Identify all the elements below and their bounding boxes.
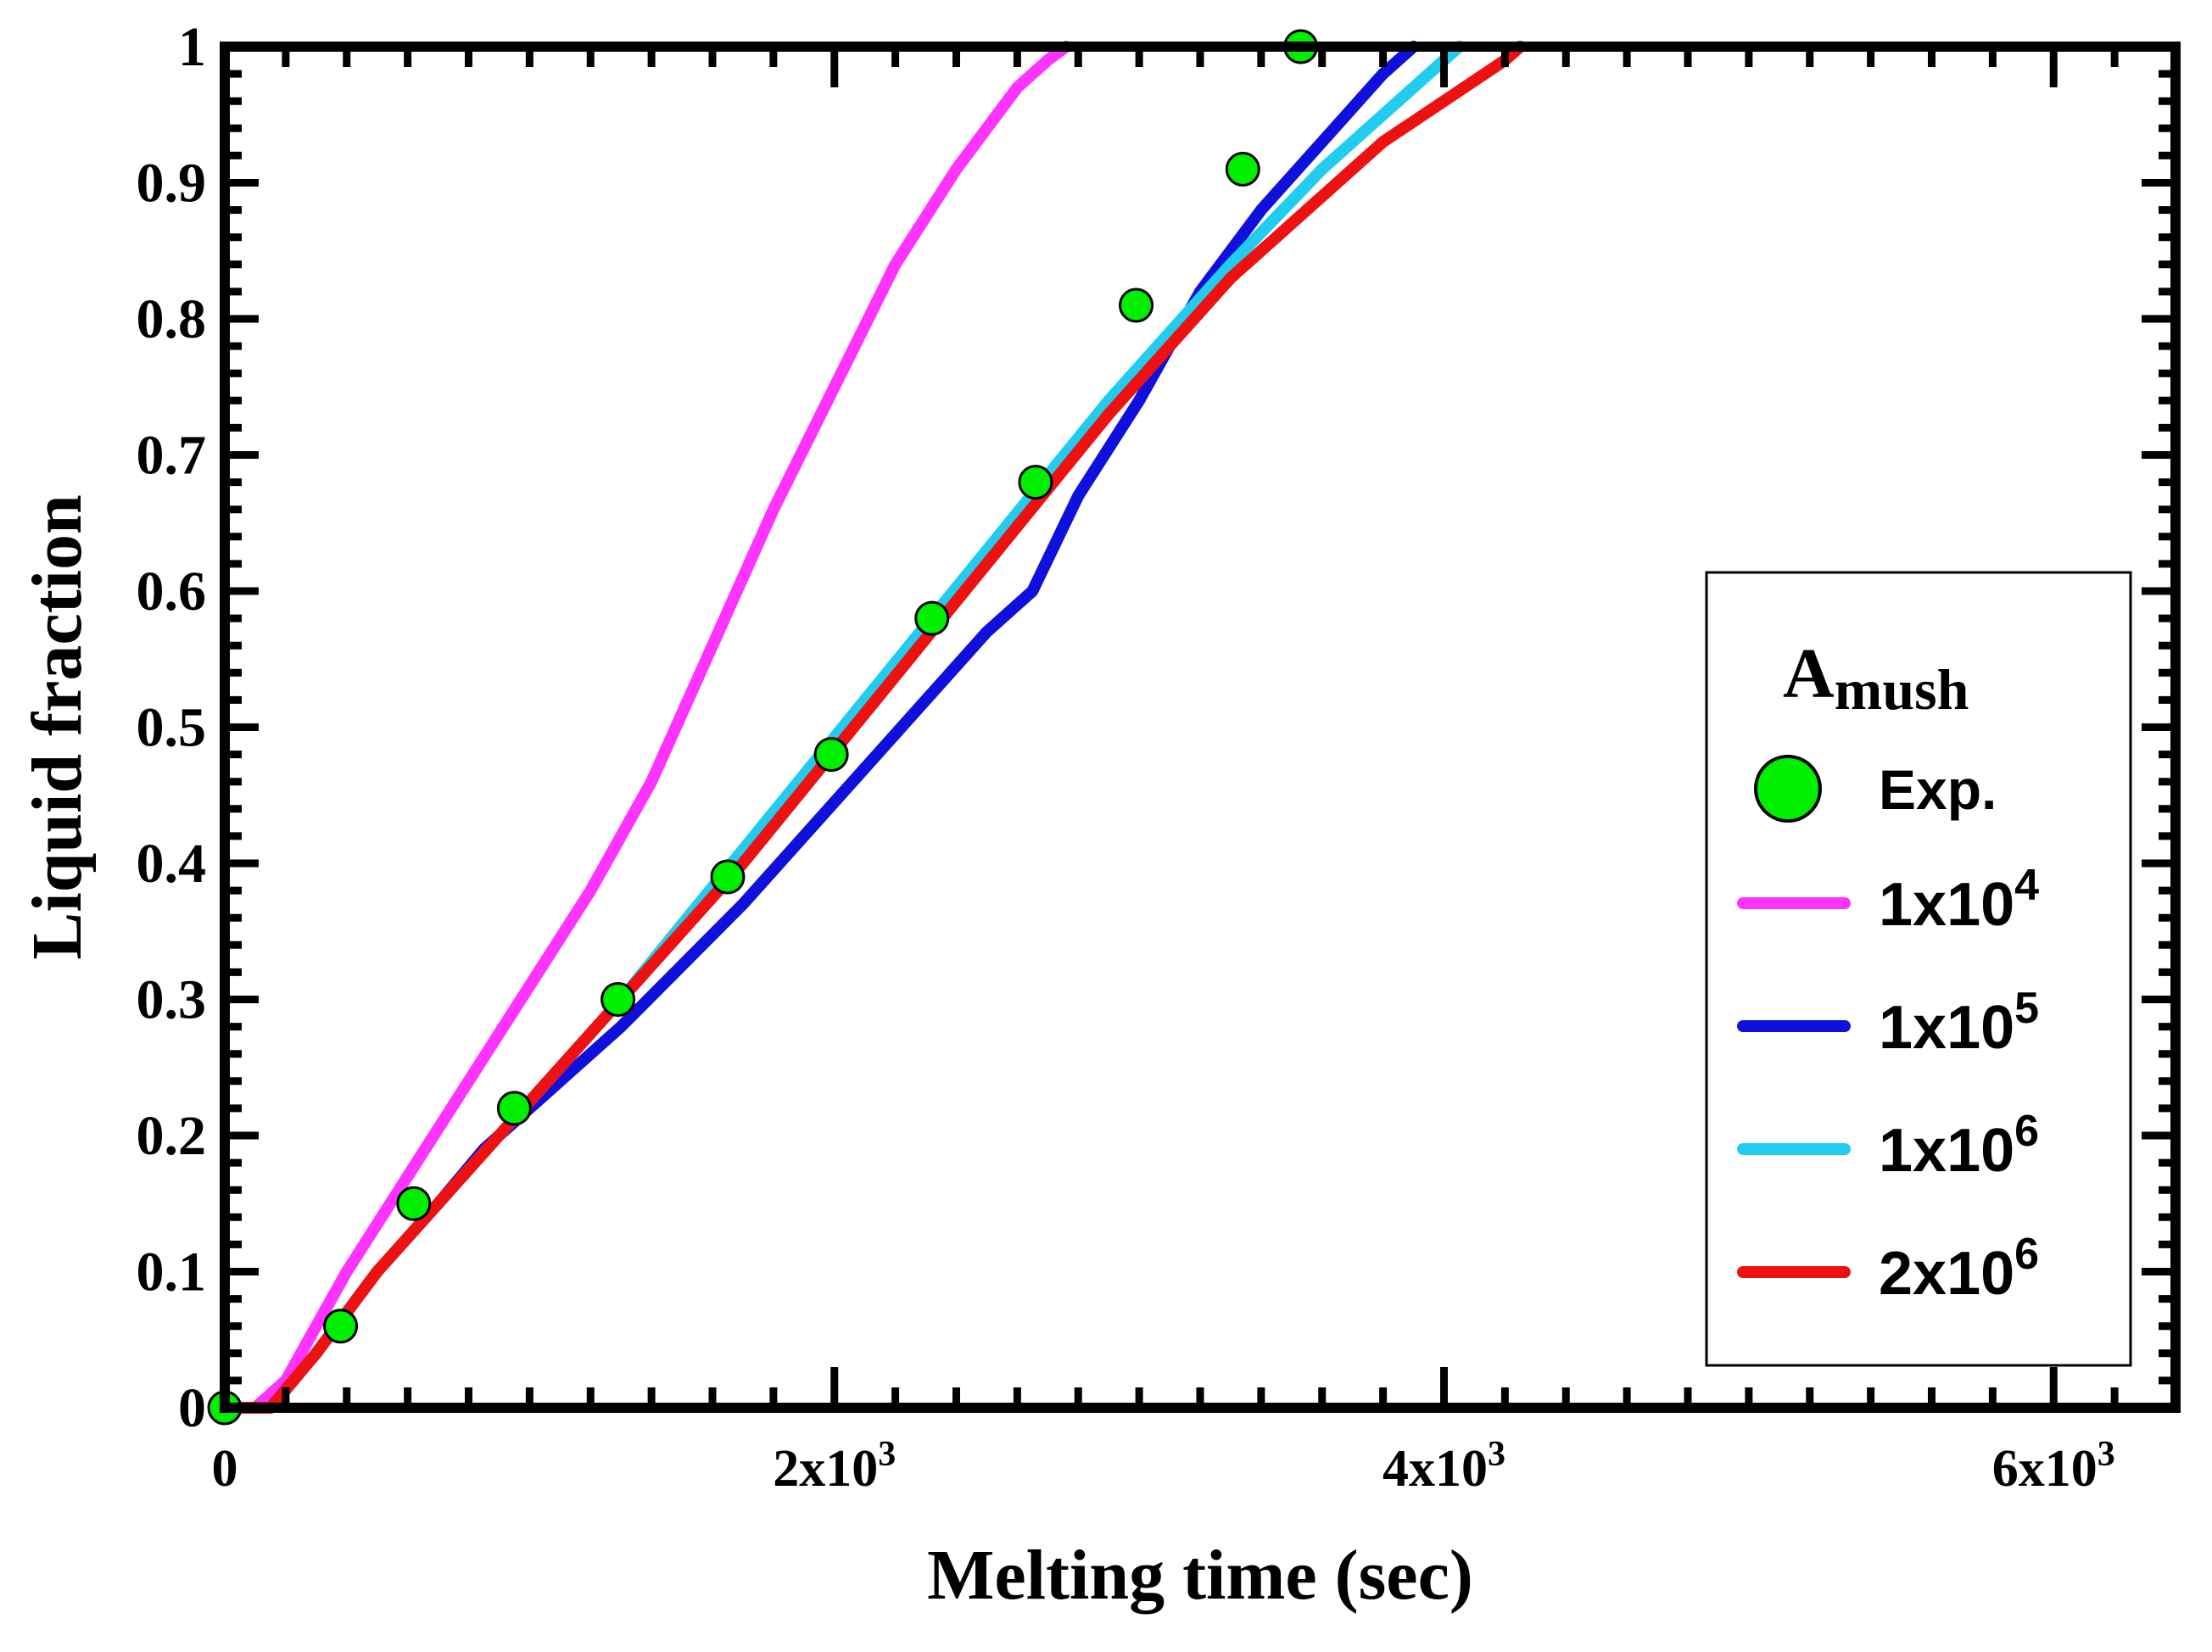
x-axis-label: Melting time (sec)	[927, 1536, 1473, 1615]
legend-label-base: 2x10	[1879, 1240, 2014, 1308]
legend-label-base: 1x10	[1879, 994, 2014, 1062]
legend-title-main: A	[1783, 634, 1835, 713]
y-tick-label: 0.3	[137, 969, 207, 1031]
x-tick-label: 6x103	[1992, 1435, 2115, 1498]
x-tick-label-base: 0	[212, 1440, 238, 1498]
experimental-point	[813, 737, 849, 773]
experimental-point	[1018, 465, 1053, 500]
series-line-1x104	[219, 41, 1072, 1414]
x-tick-label: 2x103	[773, 1435, 896, 1498]
experimental-point	[1119, 287, 1154, 323]
y-tick-label: 0.7	[137, 425, 207, 487]
experimental-point	[914, 600, 950, 636]
legend-label-2x106: 2x106	[1879, 1230, 2039, 1308]
y-tick-label: 0.1	[137, 1242, 207, 1303]
experimental-point	[396, 1186, 432, 1221]
x-tick-label-exponent: 3	[2097, 1435, 2115, 1474]
x-tick-label-exponent: 3	[1488, 1435, 1505, 1474]
legend-exp-marker	[1754, 755, 1822, 823]
legend-label-base: 1x10	[1879, 1117, 2014, 1185]
y-tick-label: 0.4	[137, 833, 207, 895]
x-tick-label: 4x103	[1382, 1435, 1505, 1498]
legend-label-exponent: 6	[2014, 1107, 2039, 1156]
series-layer	[219, 41, 1527, 1414]
y-tick-label: 0.6	[137, 561, 207, 622]
y-tick-label: 0.2	[137, 1105, 207, 1167]
x-tick-label-base: 2x10	[773, 1440, 878, 1498]
legend-label-exponent: 5	[2014, 984, 2039, 1033]
plot-frame	[220, 42, 2181, 1413]
experimental-point	[1225, 151, 1260, 187]
legend-title-sub: mush	[1835, 657, 1969, 722]
legend-label-base: 1x10	[1879, 871, 2014, 939]
experimental-point	[496, 1091, 532, 1126]
legend-exp-label: Exp.	[1879, 758, 1997, 821]
tick-labels-layer: 00.10.20.30.40.50.60.70.80.910 2x103 4x103…	[137, 16, 2115, 1498]
y-tick-label: 0.9	[137, 153, 207, 215]
legend-title: Amush	[1783, 634, 1969, 722]
y-tick-label: 0.5	[137, 697, 207, 759]
legend-label-1x106: 1x106	[1879, 1107, 2039, 1185]
y-tick-label: 0	[178, 1377, 206, 1439]
legend-label-exponent: 6	[2014, 1230, 2039, 1279]
y-axis-label: Liquid fraction	[18, 494, 97, 959]
y-tick-label: 1	[178, 16, 206, 78]
series-line-2x106	[219, 41, 1527, 1414]
experimental-point	[323, 1309, 359, 1344]
legend-label-exponent: 4	[2014, 861, 2039, 910]
legend-label-1x105: 1x105	[1879, 984, 2039, 1062]
x-tick-label: 0	[212, 1440, 238, 1498]
y-tick-label: 0.8	[137, 288, 207, 350]
experimental-points-layer	[207, 29, 1319, 1426]
experimental-point	[710, 859, 746, 895]
experimental-point	[600, 982, 636, 1017]
x-tick-label-exponent: 3	[878, 1435, 896, 1474]
x-tick-label-base: 4x10	[1382, 1440, 1488, 1498]
x-tick-label-base: 6x10	[1992, 1440, 2097, 1498]
legend-label-1x104: 1x104	[1879, 861, 2039, 939]
legend-box	[1705, 571, 2132, 1367]
